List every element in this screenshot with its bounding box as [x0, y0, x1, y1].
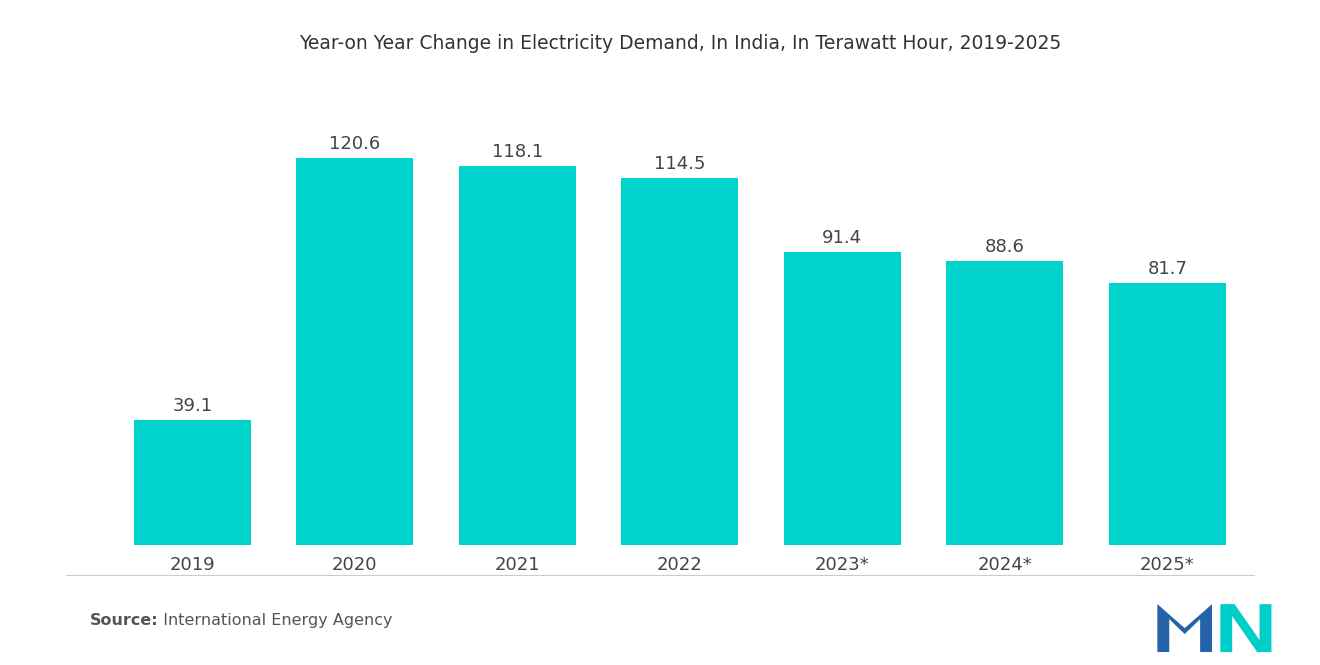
Title: Year-on Year Change in Electricity Demand, In India, In Terawatt Hour, 2019-2025: Year-on Year Change in Electricity Deman…: [298, 34, 1061, 53]
Text: 118.1: 118.1: [491, 144, 543, 162]
Text: 120.6: 120.6: [329, 135, 380, 154]
Text: Source:: Source:: [90, 613, 158, 628]
Text: 88.6: 88.6: [985, 238, 1024, 256]
Bar: [296, 158, 413, 545]
Polygon shape: [1158, 604, 1212, 652]
Text: International Energy Agency: International Energy Agency: [153, 613, 392, 628]
Bar: [622, 178, 738, 545]
Text: 81.7: 81.7: [1147, 260, 1187, 278]
Text: 91.4: 91.4: [822, 229, 862, 247]
Bar: [133, 420, 251, 545]
Bar: [459, 166, 576, 545]
Text: 39.1: 39.1: [172, 397, 213, 415]
Bar: [784, 252, 900, 545]
Bar: [1109, 283, 1226, 545]
Polygon shape: [1220, 604, 1271, 652]
Text: 114.5: 114.5: [653, 155, 706, 173]
Bar: [946, 261, 1064, 545]
